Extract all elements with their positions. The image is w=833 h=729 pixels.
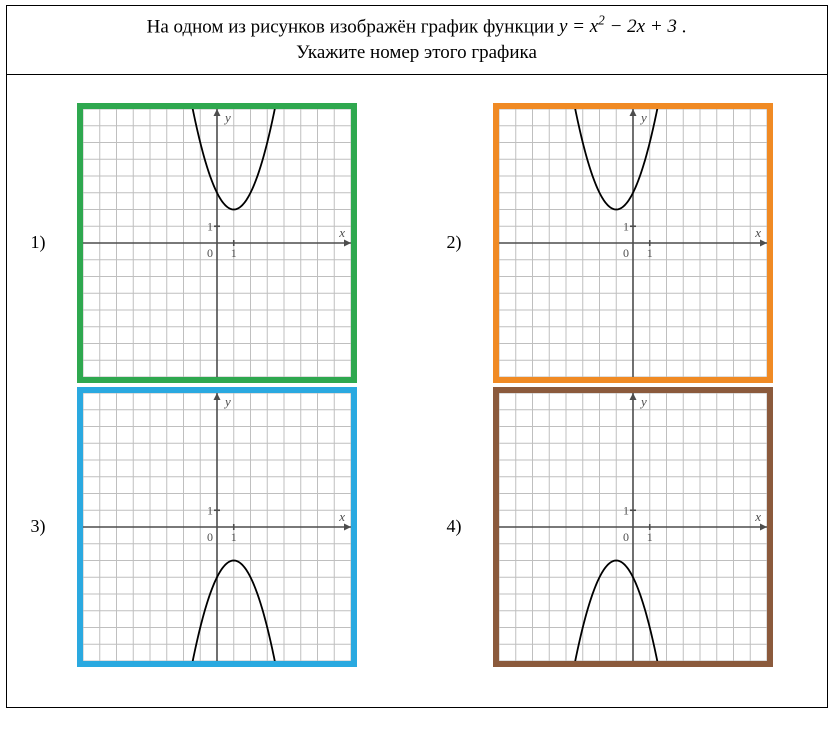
- option-4: 4) 1 1 0 x y: [447, 387, 803, 667]
- svg-text:y: y: [223, 394, 231, 409]
- svg-text:0: 0: [207, 530, 213, 544]
- option-2: 2) 1 1 0 x y: [447, 103, 803, 383]
- svg-text:y: y: [639, 110, 647, 125]
- plot-1: 1 1 0 x y: [77, 103, 357, 383]
- problem-header: На одном из рисунков изображён график фу…: [7, 6, 827, 75]
- svg-text:y: y: [639, 394, 647, 409]
- svg-text:1: 1: [230, 246, 236, 260]
- svg-text:x: x: [754, 509, 761, 524]
- problem-box: На одном из рисунков изображён график фу…: [6, 5, 828, 708]
- options-grid: 1) 1 1 0 x y 2) 1 1 0 x y 3) 1 1 0 x y 4): [7, 75, 827, 707]
- option-label: 4): [447, 516, 475, 537]
- formula: y = x2 − 2x + 3: [559, 16, 682, 37]
- question-line-1: На одном из рисунков изображён график фу…: [147, 16, 559, 37]
- option-1: 1) 1 1 0 x y: [31, 103, 387, 383]
- plot-2: 1 1 0 x y: [493, 103, 773, 383]
- question-line-2: Укажите номер этого графика: [296, 42, 537, 63]
- svg-text:x: x: [754, 225, 761, 240]
- option-label: 3): [31, 516, 59, 537]
- option-label: 2): [447, 232, 475, 253]
- svg-text:1: 1: [207, 503, 213, 517]
- option-3: 3) 1 1 0 x y: [31, 387, 387, 667]
- plot-4: 1 1 0 x y: [493, 387, 773, 667]
- svg-text:1: 1: [207, 219, 213, 233]
- svg-text:1: 1: [646, 246, 652, 260]
- plot-3: 1 1 0 x y: [77, 387, 357, 667]
- svg-text:1: 1: [646, 530, 652, 544]
- svg-text:0: 0: [623, 246, 629, 260]
- svg-text:1: 1: [623, 219, 629, 233]
- svg-text:y: y: [223, 110, 231, 125]
- svg-text:0: 0: [207, 246, 213, 260]
- svg-text:x: x: [338, 225, 345, 240]
- svg-text:x: x: [338, 509, 345, 524]
- svg-text:1: 1: [230, 530, 236, 544]
- svg-text:1: 1: [623, 503, 629, 517]
- option-label: 1): [31, 232, 59, 253]
- svg-text:0: 0: [623, 530, 629, 544]
